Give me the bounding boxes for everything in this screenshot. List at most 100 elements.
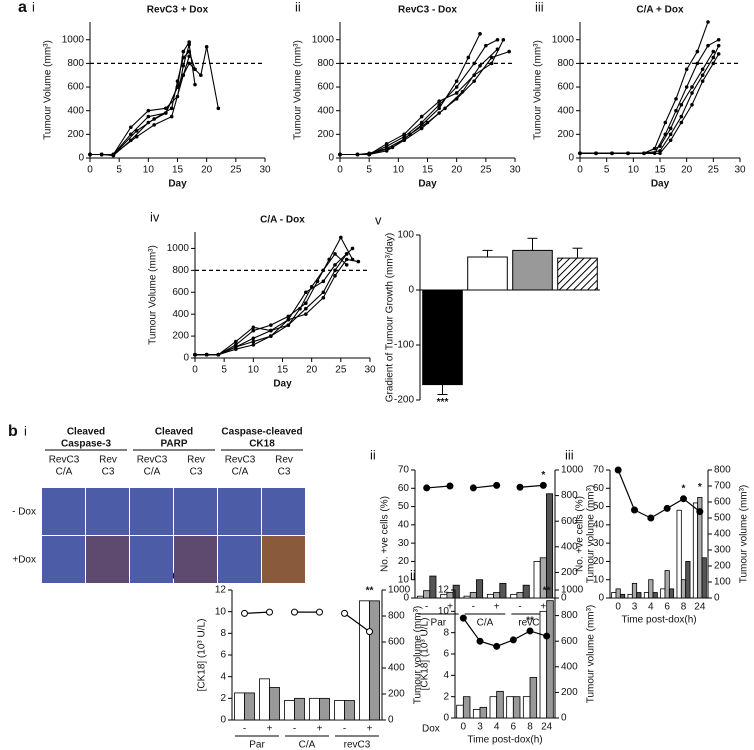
micrograph bbox=[218, 536, 261, 583]
y2-tick-label: 800 bbox=[561, 610, 578, 621]
series-line bbox=[617, 469, 701, 519]
bar bbox=[463, 595, 471, 599]
y-tick-label: 800 bbox=[172, 265, 189, 276]
line-point bbox=[266, 608, 273, 616]
point bbox=[181, 73, 186, 78]
panel-label: ii bbox=[410, 567, 416, 582]
line-point bbox=[647, 514, 655, 522]
bar bbox=[429, 575, 437, 599]
point bbox=[466, 55, 471, 60]
point bbox=[169, 114, 174, 119]
bar bbox=[309, 697, 320, 721]
chart-title: RevC3 - Dox bbox=[398, 5, 457, 16]
point bbox=[309, 284, 314, 289]
point bbox=[478, 32, 482, 36]
bar bbox=[539, 610, 548, 719]
line-point bbox=[539, 481, 547, 489]
x-tick-label: 30 bbox=[259, 165, 271, 176]
bar bbox=[522, 584, 530, 599]
y-tick-label: 200 bbox=[317, 129, 334, 140]
point bbox=[684, 67, 689, 72]
line-point bbox=[663, 504, 671, 512]
y2-tick-label: 100 bbox=[714, 577, 731, 588]
line-point bbox=[459, 614, 467, 622]
x-tick-label: + bbox=[447, 602, 453, 613]
point bbox=[437, 99, 441, 104]
point bbox=[419, 114, 424, 119]
point bbox=[234, 339, 238, 344]
y2-axis-label: Tumour volume (mm³) bbox=[413, 606, 424, 705]
point bbox=[610, 151, 614, 156]
x-tick-label: 15 bbox=[654, 165, 666, 176]
series-line bbox=[195, 236, 353, 356]
x-tick-label: 3 bbox=[632, 602, 638, 613]
y2-tick-label: 200 bbox=[714, 561, 731, 572]
panel-label: iii bbox=[535, 0, 544, 14]
y-tick-label: 0 bbox=[443, 713, 449, 724]
bar bbox=[476, 579, 484, 599]
point bbox=[216, 106, 221, 111]
series-line bbox=[340, 48, 498, 156]
point bbox=[402, 132, 406, 137]
point bbox=[134, 129, 139, 133]
y2-tick-label: 500 bbox=[714, 513, 731, 524]
y-tick-label: 1000 bbox=[552, 34, 575, 45]
series-line bbox=[344, 612, 370, 633]
column-header: RevC3 bbox=[225, 455, 256, 466]
bar bbox=[493, 592, 501, 599]
y-axis-label: Tumour Volume (mm³) bbox=[43, 40, 54, 140]
bar bbox=[456, 704, 464, 719]
bar bbox=[259, 678, 270, 721]
micrograph bbox=[262, 536, 305, 583]
x-tick-label: 6 bbox=[511, 722, 517, 733]
y-tick-label: 0 bbox=[78, 153, 84, 164]
bar bbox=[697, 497, 703, 599]
panel-label: v bbox=[375, 212, 382, 227]
y-tick-label: 20 bbox=[593, 556, 605, 567]
panel-label: ii bbox=[295, 0, 301, 14]
annotation: * bbox=[541, 470, 545, 481]
point bbox=[204, 352, 209, 357]
group-label: Par bbox=[431, 618, 447, 629]
x-tick-label: 4 bbox=[648, 602, 654, 613]
point bbox=[711, 55, 716, 60]
point bbox=[706, 43, 710, 48]
x-tick-label: 25 bbox=[335, 365, 347, 376]
y2-tick-label: 0 bbox=[561, 593, 567, 604]
x-tick-label: 0 bbox=[461, 722, 467, 733]
y-tick-label: 400 bbox=[557, 105, 574, 116]
point bbox=[679, 114, 684, 119]
point bbox=[578, 151, 582, 156]
point bbox=[152, 123, 156, 127]
bar bbox=[359, 600, 370, 721]
x-axis-label: Day bbox=[651, 179, 670, 190]
point bbox=[187, 54, 191, 59]
point bbox=[344, 263, 349, 267]
x-tick-label: 10 bbox=[248, 365, 260, 376]
y-tick-label: 600 bbox=[557, 82, 574, 93]
bar bbox=[557, 257, 598, 291]
x-axis-label: Day bbox=[418, 179, 437, 190]
x-tick-label: 24 bbox=[694, 602, 706, 613]
point bbox=[478, 63, 482, 68]
point bbox=[251, 339, 256, 344]
point bbox=[298, 306, 302, 311]
y2-tick-label: 1000 bbox=[388, 585, 411, 596]
point bbox=[454, 79, 459, 83]
y2-tick-label: 800 bbox=[561, 490, 578, 501]
x-tick-label: 0 bbox=[192, 365, 198, 376]
bar bbox=[423, 590, 431, 599]
x-tick-label: 0 bbox=[87, 165, 93, 176]
y-tick-label: 10 bbox=[215, 606, 227, 617]
point bbox=[304, 301, 308, 306]
bar bbox=[664, 570, 670, 599]
micrograph bbox=[42, 488, 85, 535]
x-tick-label: 20 bbox=[451, 165, 463, 176]
point bbox=[454, 91, 459, 95]
column-header: RevC3 bbox=[137, 455, 168, 466]
point bbox=[193, 67, 197, 72]
x-tick-label: 25 bbox=[480, 165, 492, 176]
x-tick-label: 5 bbox=[221, 365, 227, 376]
y2-tick-label: 1000 bbox=[561, 585, 584, 596]
column-header: C/A bbox=[232, 467, 249, 478]
